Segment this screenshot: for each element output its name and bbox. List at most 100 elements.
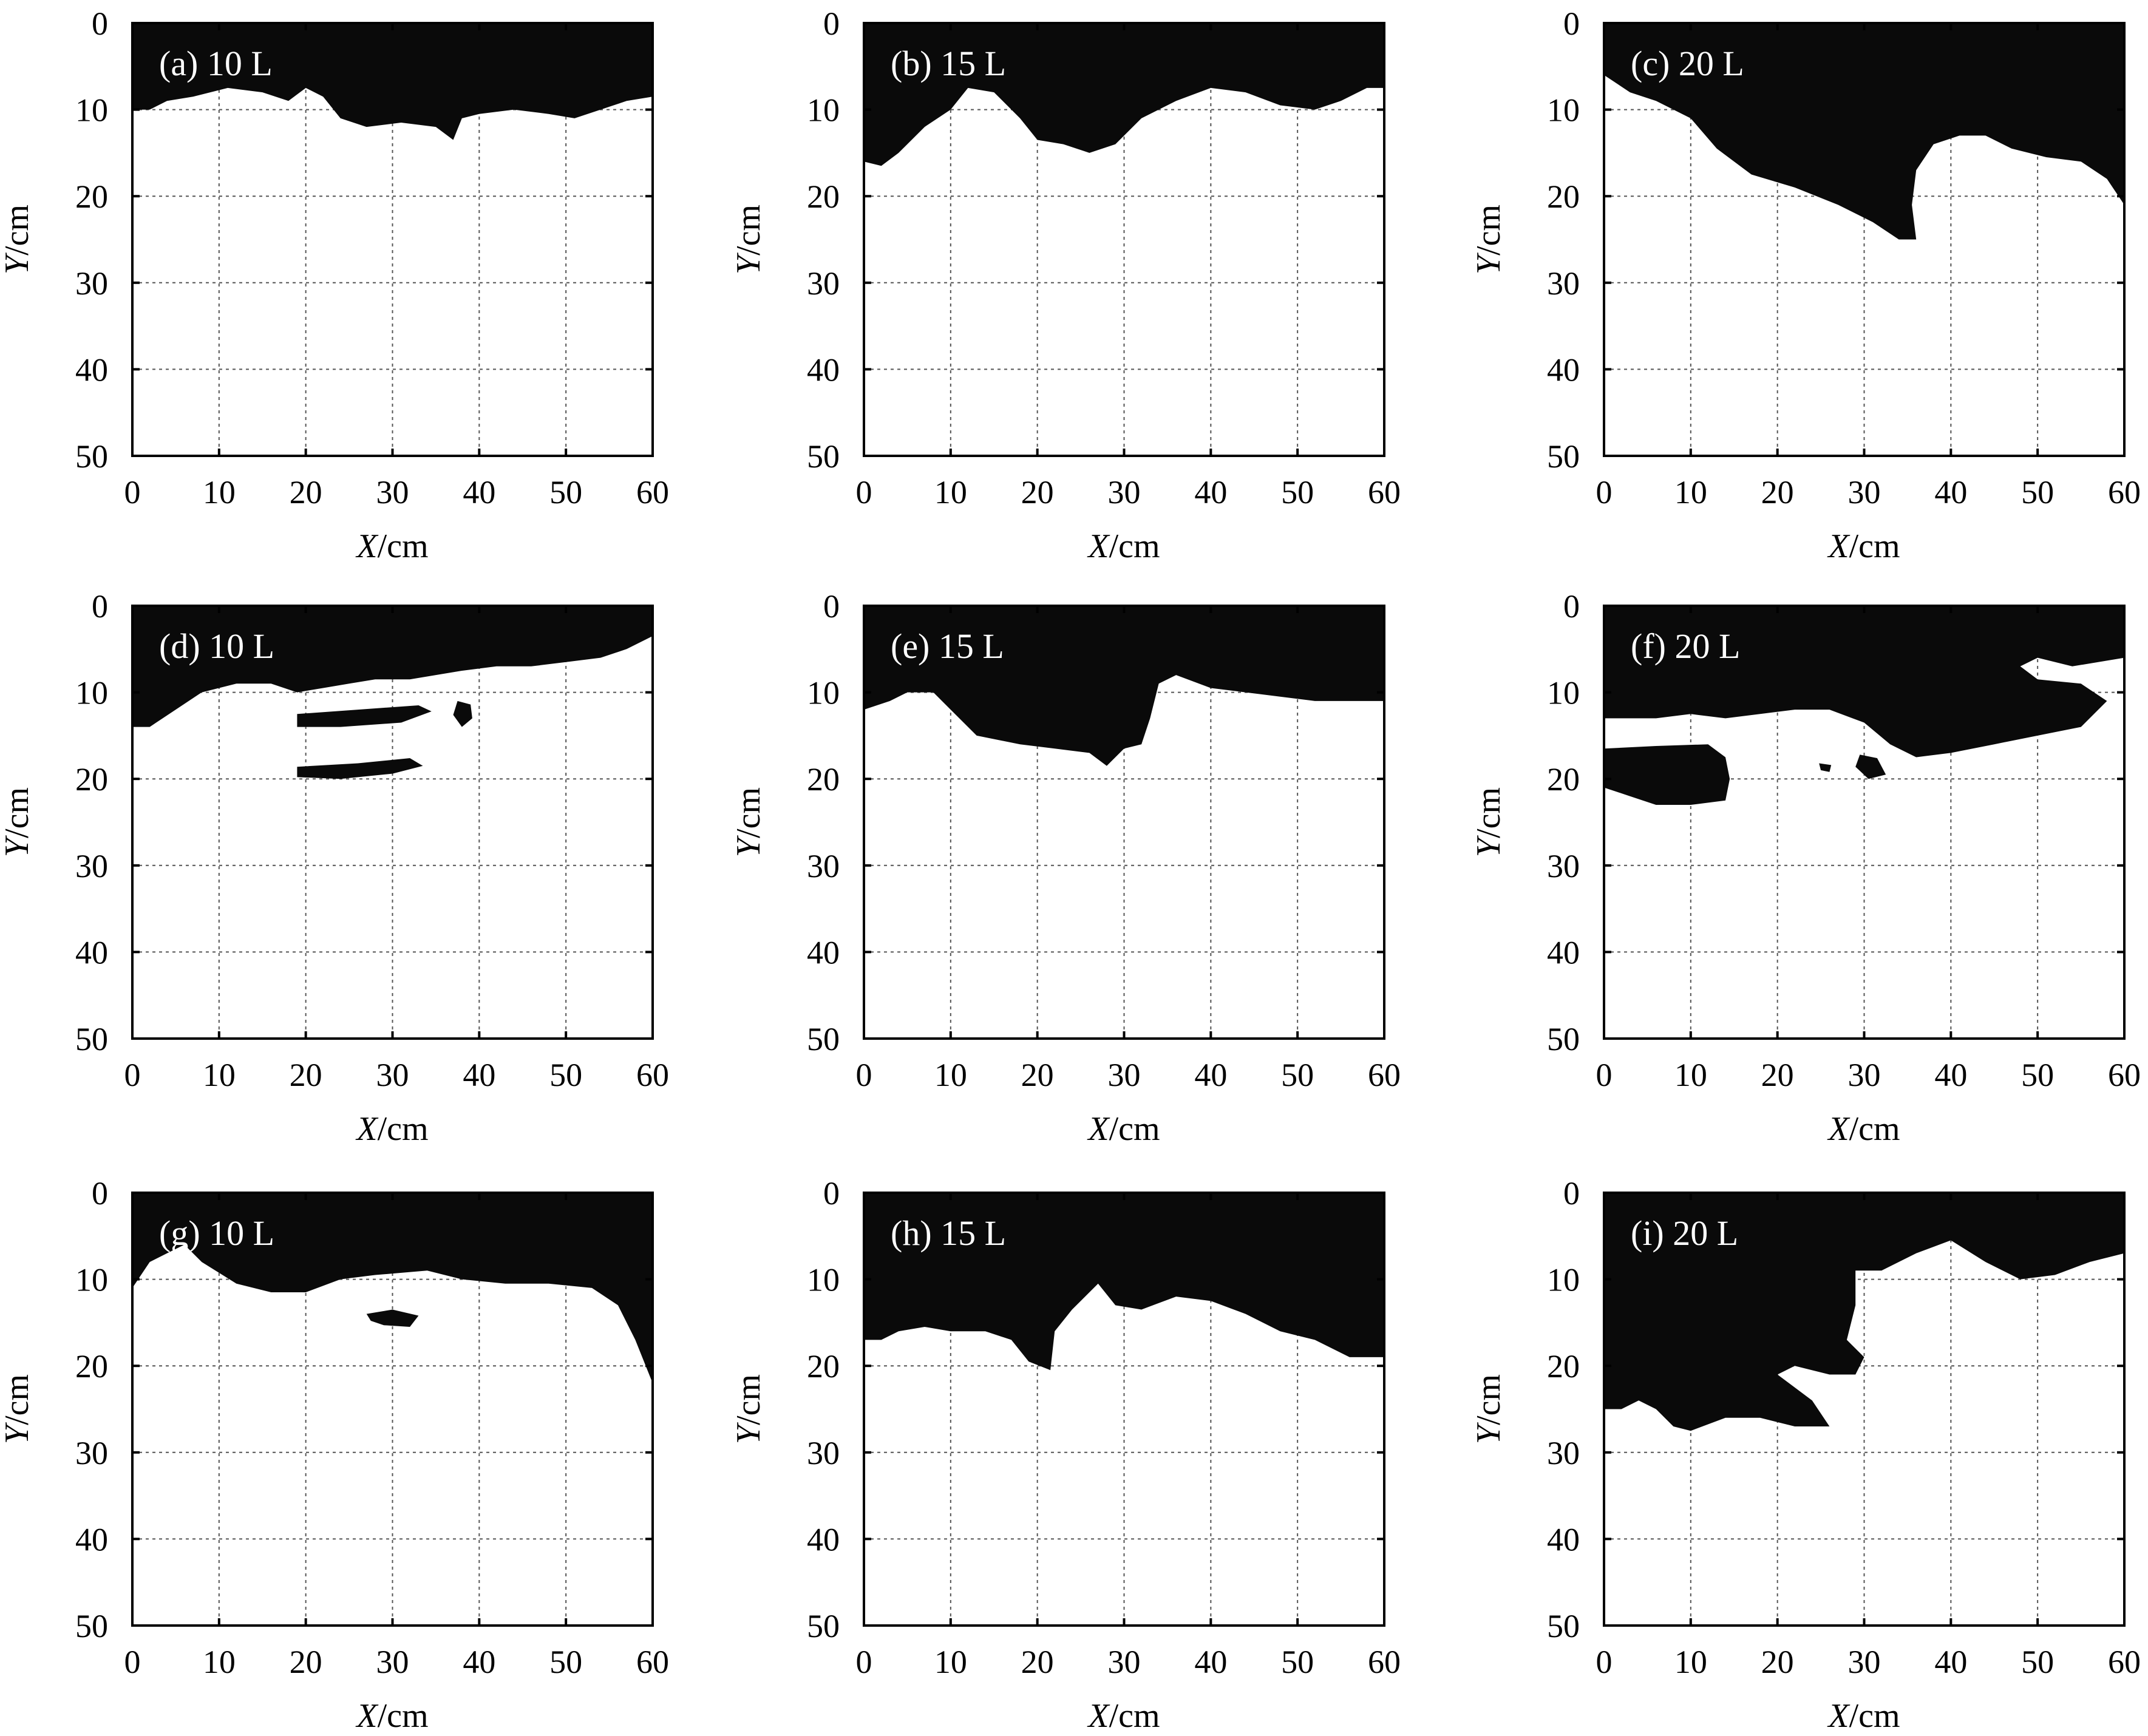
x-tick-label: 30: [1108, 474, 1141, 510]
x-tick-label: 30: [1848, 1057, 1881, 1093]
x-tick-label: 20: [1021, 1057, 1054, 1093]
y-tick-label: 20: [1547, 761, 1580, 798]
dark-region: [1604, 606, 2124, 758]
x-tick-label: 40: [463, 1057, 495, 1093]
y-axis-title: Y/cm: [1470, 1374, 1507, 1444]
x-tick-label: 30: [376, 1057, 409, 1093]
x-tick-label: 0: [124, 1057, 141, 1093]
dark-region: [366, 1309, 419, 1327]
x-tick-label: 60: [636, 1644, 669, 1680]
region-group: [864, 606, 1384, 766]
region-group: [132, 23, 653, 140]
y-tick-label: 0: [92, 588, 108, 625]
x-tick-label: 60: [1368, 1057, 1401, 1093]
x-tick-label: 50: [549, 1644, 582, 1680]
x-tick-label: 20: [290, 474, 322, 510]
y-tick-label: 10: [807, 92, 840, 129]
y-tick-label: 30: [75, 1435, 108, 1471]
y-tick-label: 40: [1547, 934, 1580, 971]
x-tick-label: 30: [376, 474, 409, 510]
panel-h: 0 10 20 30 40 50 60 0 10 20 30 40 50 X/cm Y/cm (h) 15 L: [730, 1175, 1401, 1735]
y-axis-title: Y/cm: [0, 205, 36, 274]
y-axis-title: Y/cm: [730, 205, 767, 274]
panel-label: (f) 20 L: [1631, 626, 1740, 666]
grid-lines: [864, 23, 1384, 456]
region-group: [1604, 1193, 2124, 1431]
y-tick-label: 50: [1547, 438, 1580, 475]
dark-region: [1819, 763, 1832, 772]
y-tick-label: 0: [823, 5, 840, 42]
x-tick-label: 0: [856, 1644, 872, 1680]
y-tick-label: 0: [92, 5, 108, 42]
dark-region: [297, 758, 423, 779]
panel-g: 0 10 20 30 40 50 60 0 10 20 30 40 50 X/cm Y/cm (g) 10 L: [0, 1175, 669, 1735]
y-tick-label: 40: [1547, 351, 1580, 388]
grid-lines: [132, 606, 653, 1039]
x-tick-label: 30: [376, 1644, 409, 1680]
grid-lines: [1604, 606, 2124, 1039]
y-axis-title: Y/cm: [1470, 787, 1507, 857]
x-tick-label: 40: [1934, 1644, 1967, 1680]
x-tick-label: 40: [1934, 1057, 1967, 1093]
region-group: [864, 23, 1384, 166]
x-tick-label: 20: [1761, 1057, 1794, 1093]
panel-label: (c) 20 L: [1631, 44, 1744, 83]
x-tick-label: 10: [1674, 1644, 1707, 1680]
x-tick-label: 20: [290, 1057, 322, 1093]
x-tick-label: 50: [2021, 474, 2054, 510]
x-tick-label: 30: [1848, 474, 1881, 510]
y-tick-label: 30: [1547, 265, 1580, 302]
x-tick-label: 40: [1194, 1057, 1227, 1093]
region-group: [1604, 23, 2124, 240]
region-group: [1604, 606, 2124, 805]
y-axis-title: Y/cm: [1470, 205, 1507, 274]
x-tick-label: 10: [1674, 1057, 1707, 1093]
y-tick-label: 10: [1547, 1262, 1580, 1298]
y-tick-label: 0: [1563, 588, 1580, 625]
dark-region: [453, 700, 472, 727]
x-tick-label: 60: [1368, 1644, 1401, 1680]
x-tick-label: 50: [2021, 1057, 2054, 1093]
region-group: [864, 1193, 1384, 1371]
panel-a: 0 10 20 30 40 50 60 0 10 20 30 40 50 X/cm Y/cm (a) 10 L: [0, 5, 669, 565]
dark-region: [297, 705, 432, 727]
y-tick-label: 40: [807, 934, 840, 971]
panel-label: (a) 10 L: [159, 44, 273, 83]
x-tick-label: 50: [1281, 474, 1314, 510]
dark-region: [864, 1193, 1384, 1371]
y-tick-label: 30: [75, 265, 108, 302]
y-tick-label: 50: [75, 438, 108, 475]
y-tick-label: 10: [1547, 675, 1580, 711]
panel-label: (d) 10 L: [159, 626, 274, 666]
x-tick-label: 50: [1281, 1644, 1314, 1680]
dark-region: [1855, 754, 1886, 779]
grid-lines: [864, 606, 1384, 1039]
x-tick-label: 10: [934, 474, 967, 510]
x-tick-label: 40: [463, 474, 495, 510]
x-axis-title: X/cm: [1827, 527, 1900, 565]
y-tick-label: 40: [75, 1521, 108, 1558]
y-tick-label: 40: [807, 351, 840, 388]
dark-region: [1604, 744, 1730, 805]
x-axis-title: X/cm: [1827, 1697, 1900, 1735]
x-tick-label: 60: [1368, 474, 1401, 510]
x-tick-label: 0: [124, 474, 141, 510]
y-tick-label: 50: [75, 1021, 108, 1057]
dark-region: [132, 606, 653, 727]
x-tick-label: 60: [2108, 1057, 2141, 1093]
y-tick-label: 0: [823, 588, 840, 625]
y-tick-label: 30: [75, 848, 108, 884]
x-tick-label: 0: [124, 1644, 141, 1680]
x-tick-label: 60: [636, 474, 669, 510]
panel-label: (i) 20 L: [1631, 1213, 1738, 1253]
y-tick-label: 50: [1547, 1021, 1580, 1057]
y-tick-label: 50: [807, 438, 840, 475]
x-tick-label: 20: [1761, 1644, 1794, 1680]
y-tick-label: 10: [807, 675, 840, 711]
dark-region: [864, 606, 1384, 766]
x-axis-title: X/cm: [1087, 1697, 1160, 1735]
x-tick-label: 20: [1021, 474, 1054, 510]
y-tick-label: 20: [1547, 178, 1580, 215]
y-tick-label: 20: [75, 761, 108, 798]
y-tick-label: 0: [823, 1175, 840, 1212]
